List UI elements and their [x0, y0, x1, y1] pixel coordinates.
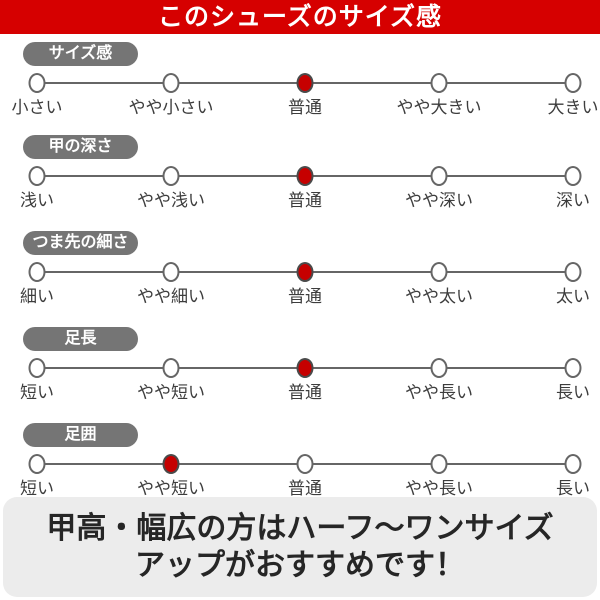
scale-option-label: 浅い	[20, 191, 54, 210]
scale-section: 甲の深さ 浅い やや浅い 普通 やや深い 深い	[0, 133, 600, 229]
scale-option-label: 普通	[288, 479, 322, 498]
scale-option-label: 小さい	[11, 98, 63, 117]
scale-dot-selected	[296, 262, 314, 282]
scale-section: サイズ感 小さい やや小さい 普通 やや大きい 大きい	[0, 40, 600, 136]
scale-option-label: 短い	[20, 479, 54, 498]
scale-option-label: 長い	[556, 479, 590, 498]
scale-dot	[430, 166, 448, 186]
scale-option-label: やや浅い	[137, 191, 205, 210]
section-badge: サイズ感	[23, 42, 138, 66]
scale-dot	[296, 454, 314, 474]
scale-dot	[28, 73, 46, 93]
section-badge-label: 甲の深さ	[48, 138, 113, 155]
scale-option-label: 普通	[288, 191, 322, 210]
scale-option-label: やや長い	[405, 479, 473, 498]
scale-option-label: やや太い	[405, 287, 473, 306]
header-banner: このシューズのサイズ感	[0, 0, 600, 34]
scale-option-label: やや細い	[137, 287, 205, 306]
scale-option-label: 細い	[20, 287, 54, 306]
footer-line-1: 甲高・幅広の方はハーフ～ワンサイズ	[46, 512, 554, 545]
section-badge: 甲の深さ	[23, 135, 138, 159]
footer-note: 甲高・幅広の方はハーフ～ワンサイズ アップがおすすめです！	[3, 497, 597, 597]
scale-option-label: やや長い	[405, 383, 473, 402]
scale-dot	[564, 454, 582, 474]
section-badge: 足長	[23, 327, 138, 351]
scale-dot	[162, 73, 180, 93]
section-badge-label: つま先の細さ	[32, 234, 129, 251]
scale-dot	[28, 358, 46, 378]
section-badge: つま先の細さ	[23, 231, 138, 255]
scale-option-label: やや大きい	[396, 98, 482, 117]
scale-option-label: 普通	[288, 287, 322, 306]
scale-section: つま先の細さ 細い やや細い 普通 やや太い 太い	[0, 229, 600, 325]
scale-dot-selected	[296, 73, 314, 93]
scale-dot	[430, 454, 448, 474]
scale-option-label: 深い	[556, 191, 590, 210]
scale-dot	[564, 73, 582, 93]
scale-dot-selected	[296, 358, 314, 378]
section-badge-label: 足囲	[64, 426, 97, 443]
footer-line-2: アップがおすすめです！	[135, 549, 465, 582]
scale-option-label: 大きい	[547, 98, 599, 117]
scale-section: 足長 短い やや短い 普通 やや長い 長い	[0, 325, 600, 421]
scale-dot	[162, 358, 180, 378]
scale-option-label: やや深い	[405, 191, 473, 210]
scale-option-label: やや小さい	[128, 98, 214, 117]
scale-dot	[564, 166, 582, 186]
section-badge-label: サイズ感	[48, 45, 113, 62]
scale-dot-selected	[162, 454, 180, 474]
scale-dot	[430, 262, 448, 282]
scale-option-label: 普通	[288, 98, 322, 117]
scale-option-label: やや短い	[137, 479, 205, 498]
scale-dot	[564, 358, 582, 378]
scale-option-label: 太い	[556, 287, 590, 306]
scale-dot	[430, 358, 448, 378]
scale-dot	[162, 262, 180, 282]
section-badge: 足囲	[23, 423, 138, 447]
scale-section: 足囲 短い やや短い 普通 やや長い 長い	[0, 421, 600, 517]
scale-option-label: 長い	[556, 383, 590, 402]
scale-option-label: 普通	[288, 383, 322, 402]
scale-dot	[28, 454, 46, 474]
page-title: このシューズのサイズ感	[157, 3, 442, 31]
section-badge-label: 足長	[64, 330, 97, 347]
scale-dot	[564, 262, 582, 282]
scale-dot	[430, 73, 448, 93]
scale-option-label: 短い	[20, 383, 54, 402]
scale-dot-selected	[296, 166, 314, 186]
scale-option-label: やや短い	[137, 383, 205, 402]
scale-dot	[162, 166, 180, 186]
scale-dot	[28, 166, 46, 186]
scale-dot	[28, 262, 46, 282]
